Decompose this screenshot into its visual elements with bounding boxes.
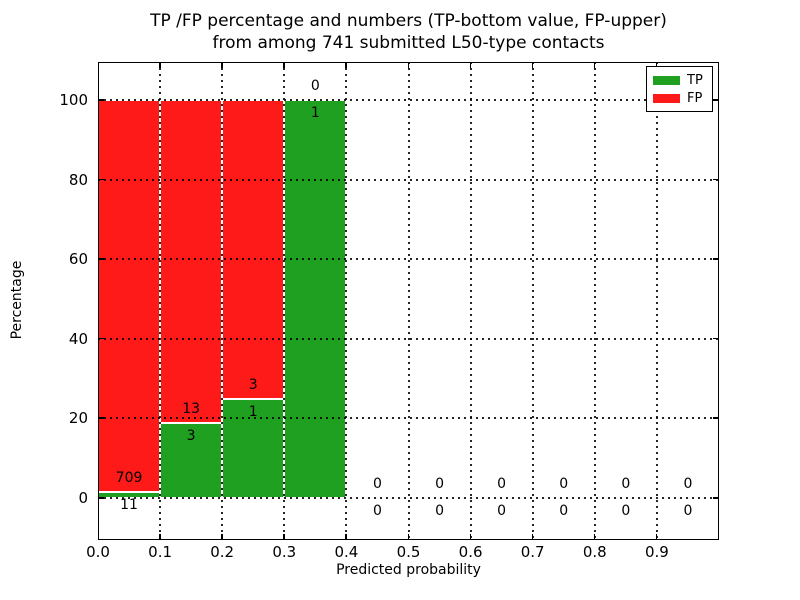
xtick-top-2 bbox=[221, 62, 223, 68]
xtick-label-0.7: 0.7 bbox=[520, 543, 545, 561]
xtick-label-0.5: 0.5 bbox=[396, 543, 421, 561]
ytick-label-20: 20 bbox=[68, 409, 88, 428]
legend-item-fp: FP bbox=[653, 89, 706, 107]
tp-count-label-bin-0: 11 bbox=[120, 496, 138, 513]
gridline-x-5 bbox=[407, 62, 410, 540]
tp-count-label-bin-8: 0 bbox=[621, 503, 631, 519]
gridline-x-7 bbox=[531, 62, 534, 540]
y-axis-label: Percentage bbox=[9, 260, 25, 340]
xtick-top-3 bbox=[283, 62, 285, 68]
xtick-label-0.0: 0.0 bbox=[86, 543, 110, 561]
xtick-bottom-7 bbox=[531, 534, 534, 540]
gridline-x-8 bbox=[593, 62, 596, 540]
gridline-x-3 bbox=[283, 62, 286, 540]
ytick-label-0: 0 bbox=[78, 489, 88, 507]
tp-count-label-bin-1: 3 bbox=[186, 428, 196, 445]
gridline-x-9 bbox=[655, 62, 658, 540]
xtick-label-0.1: 0.1 bbox=[148, 543, 173, 561]
fp-count-label-bin-2: 3 bbox=[248, 376, 258, 393]
ytick-right-20 bbox=[713, 417, 719, 419]
xtick-bottom-8 bbox=[593, 534, 596, 540]
xtick-bottom-9 bbox=[655, 534, 658, 540]
fp-count-label-bin-6: 0 bbox=[497, 476, 507, 492]
ytick-right-100 bbox=[713, 99, 719, 101]
fp-count-label-bin-7: 0 bbox=[559, 476, 569, 492]
xtick-top-1 bbox=[159, 62, 161, 68]
legend: TP FP bbox=[646, 66, 713, 112]
xtick-top-4 bbox=[345, 62, 347, 68]
xtick-label-0.9: 0.9 bbox=[644, 543, 669, 561]
ytick-right-60 bbox=[713, 258, 719, 260]
xtick-label-0.6: 0.6 bbox=[458, 543, 483, 561]
bar-tp-bin-1 bbox=[160, 423, 223, 498]
ytick-left-60 bbox=[98, 258, 104, 260]
ytick-left-0 bbox=[98, 497, 104, 499]
xtick-label-0.2: 0.2 bbox=[210, 543, 235, 561]
ytick-label-80: 80 bbox=[68, 170, 88, 189]
xtick-top-9 bbox=[655, 62, 658, 68]
tp-count-label-bin-5: 0 bbox=[435, 503, 444, 519]
ytick-right-80 bbox=[713, 178, 719, 181]
gridline-x-2 bbox=[221, 62, 224, 540]
tp-count-label-bin-3: 1 bbox=[310, 105, 320, 121]
x-axis-label: Predicted probability bbox=[336, 562, 481, 578]
fp-count-label-bin-0: 709 bbox=[115, 469, 143, 486]
legend-swatch-tp-icon bbox=[653, 75, 680, 85]
xtick-label-0.4: 0.4 bbox=[334, 543, 359, 561]
xtick-label-0.8: 0.8 bbox=[582, 543, 607, 561]
bar-fp-bin-0 bbox=[98, 100, 161, 492]
fp-count-label-bin-8: 0 bbox=[621, 476, 631, 492]
chart-title-line1: TP /FP percentage and numbers (TP-bottom… bbox=[150, 11, 667, 31]
ytick-right-40 bbox=[713, 337, 719, 340]
bar-fp-bin-2 bbox=[222, 100, 285, 399]
tp-count-label-bin-6: 0 bbox=[497, 503, 507, 519]
ytick-left-100 bbox=[98, 99, 104, 101]
gridline-x-6 bbox=[469, 62, 472, 540]
legend-swatch-fp-icon bbox=[653, 93, 680, 103]
ytick-right-0 bbox=[713, 497, 719, 499]
ytick-label-40: 40 bbox=[68, 329, 88, 348]
fp-count-label-bin-4: 0 bbox=[372, 476, 382, 492]
ytick-left-80 bbox=[98, 178, 104, 181]
gridline-x-4 bbox=[345, 62, 348, 540]
fp-count-label-bin-1: 13 bbox=[182, 401, 201, 418]
gridline-x-1 bbox=[159, 62, 162, 540]
xtick-top-8 bbox=[593, 62, 596, 68]
xtick-bottom-5 bbox=[407, 534, 409, 540]
xtick-bottom-2 bbox=[221, 534, 223, 540]
bar-tp-bin-3 bbox=[284, 100, 347, 498]
fp-count-label-bin-5: 0 bbox=[435, 476, 444, 492]
fp-count-label-bin-9: 0 bbox=[683, 476, 693, 492]
plot-area: 709 11 13 3 3 1 0 1 0 0 0 0 0 0 0 0 0 0 0 0 bbox=[98, 62, 719, 540]
chart-title: TP /FP percentage and numbers (TP-bottom… bbox=[98, 10, 719, 54]
ytick-left-40 bbox=[98, 337, 104, 340]
tp-count-label-bin-7: 0 bbox=[559, 503, 569, 519]
xtick-top-5 bbox=[407, 62, 409, 68]
xtick-bottom-4 bbox=[345, 534, 347, 540]
legend-item-tp: TP bbox=[653, 71, 706, 89]
tp-count-label-bin-4: 0 bbox=[372, 503, 382, 519]
ytick-left-20 bbox=[98, 417, 104, 419]
xtick-bottom-1 bbox=[159, 534, 161, 540]
tp-count-label-bin-9: 0 bbox=[683, 503, 693, 519]
tp-count-label-bin-2: 1 bbox=[248, 403, 258, 420]
fp-count-label-bin-3: 0 bbox=[310, 78, 320, 94]
xtick-top-7 bbox=[531, 62, 534, 68]
ytick-label-60: 60 bbox=[68, 250, 88, 269]
legend-label-tp: TP bbox=[687, 72, 703, 88]
bar-fp-bin-1 bbox=[160, 100, 223, 424]
xtick-top-6 bbox=[469, 62, 472, 68]
legend-label-fp: FP bbox=[687, 90, 703, 106]
ytick-label-100: 100 bbox=[59, 91, 88, 109]
xtick-label-0.3: 0.3 bbox=[272, 543, 297, 561]
chart-title-line2: from among 741 submitted L50-type contac… bbox=[212, 33, 605, 53]
xtick-bottom-3 bbox=[283, 534, 285, 540]
xtick-bottom-6 bbox=[469, 534, 472, 540]
